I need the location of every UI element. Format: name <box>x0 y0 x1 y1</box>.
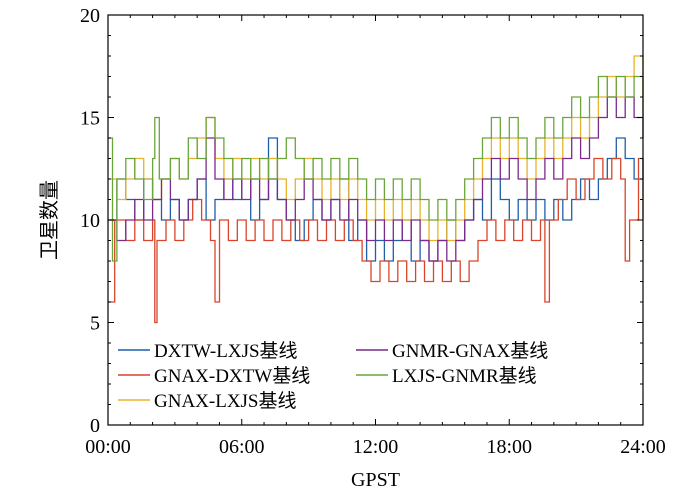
y-tick-label: 15 <box>80 108 100 130</box>
series-line-4 <box>108 96 644 262</box>
x-tick-label: 18:00 <box>486 436 532 458</box>
y-tick-label: 0 <box>90 415 100 437</box>
legend-label: DXTW-LXJS基线 <box>154 340 298 362</box>
y-axis-title: 卫星数量 <box>38 180 61 260</box>
series-line-2 <box>108 157 644 324</box>
x-tick-label: 00:00 <box>85 436 131 458</box>
x-axis-title: GPST <box>351 469 400 491</box>
y-tick-label: 20 <box>80 5 100 27</box>
series-layer <box>108 55 644 324</box>
ticks-layer: 00:00 06:00 12:00 18:00 24:00 0 5 10 15 20 <box>80 5 666 458</box>
legend-label: GNAX-LXJS基线 <box>154 390 297 412</box>
series-line-5 <box>108 75 644 262</box>
x-tick-label: 12:00 <box>353 436 399 458</box>
x-tick-label: 24:00 <box>620 436 666 458</box>
legend-label: LXJS-GNMR基线 <box>392 365 537 387</box>
legend-label: GNMR-GNAX基线 <box>392 340 548 362</box>
x-tick-label: 06:00 <box>219 436 265 458</box>
y-tick-label: 10 <box>80 210 100 232</box>
legend-background <box>114 334 592 412</box>
legend: DXTW-LXJS基线 GNAX-DXTW基线 GNAX-LXJS基线 GNMR-GN… <box>114 334 592 412</box>
legend-label: GNAX-DXTW基线 <box>154 365 310 387</box>
y-tick-label: 5 <box>90 313 100 335</box>
